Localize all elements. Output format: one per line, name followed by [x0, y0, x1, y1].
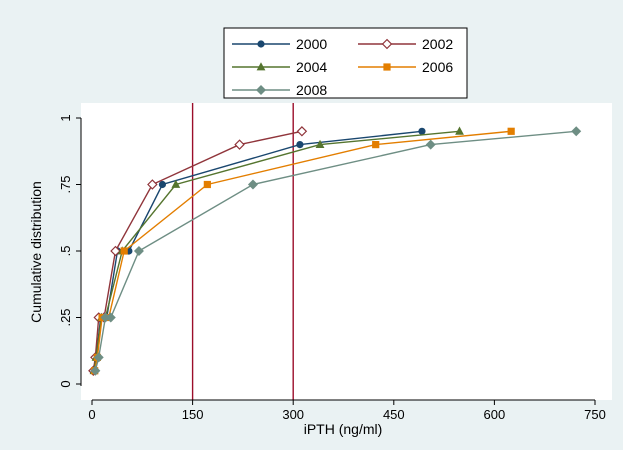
- x-tick-label: 750: [584, 407, 606, 422]
- series-line-2002: [92, 130, 303, 371]
- legend-label: 2002: [422, 36, 453, 52]
- data-point-2002: [110, 245, 121, 257]
- data-point-2008: [93, 352, 104, 363]
- legend: 2000 2002 2004 2006 2008: [223, 27, 468, 99]
- legend-label: 2004: [296, 59, 327, 75]
- legend-marker-2002: [381, 38, 393, 50]
- legend-box: [223, 27, 468, 99]
- legend-label: 2000: [296, 36, 327, 52]
- data-point-2008: [133, 246, 144, 256]
- x-tick-label: 450: [383, 407, 405, 422]
- y-tick-label: 0: [58, 380, 73, 387]
- data-point-2002: [296, 126, 308, 137]
- legend-item-2006: 2006: [358, 59, 453, 75]
- legend-item-2000: 2000: [232, 36, 327, 52]
- series-2008: [90, 126, 582, 376]
- y-tick-label: .5: [58, 246, 73, 257]
- y-tick-label: 1: [58, 114, 73, 121]
- legend-marker-2006: [383, 63, 391, 71]
- y-axis-label: Cumulative distribution: [28, 181, 44, 323]
- y-axis: 0 .25 .5 .75 1: [58, 114, 82, 388]
- y-tick-label: .25: [58, 308, 73, 326]
- x-tick-label: 150: [182, 407, 204, 422]
- legend-item-2004: 2004: [232, 59, 327, 75]
- x-axis-label: iPTH (ng/ml): [304, 421, 383, 437]
- x-axis: 0 150 300 450 600 750: [88, 399, 606, 422]
- series-line-2008: [94, 130, 577, 371]
- data-point-2000: [296, 141, 304, 149]
- data-point-2006: [120, 247, 128, 255]
- data-point-2004: [171, 179, 181, 188]
- series-layer: [88, 126, 582, 376]
- data-point-2008: [100, 312, 111, 323]
- data-point-2006: [372, 141, 380, 149]
- x-tick-label: 300: [282, 407, 304, 422]
- plot-area: [81, 103, 612, 400]
- data-point-2002: [234, 139, 245, 150]
- legend-marker-2004: [256, 62, 266, 71]
- data-point-2008: [425, 139, 436, 150]
- data-point-2008: [571, 126, 582, 137]
- y-tick-label: .75: [58, 175, 73, 193]
- data-point-2002: [147, 179, 158, 190]
- data-point-2008: [90, 365, 101, 376]
- data-point-2004: [315, 139, 325, 148]
- x-tick-label: 0: [88, 407, 95, 422]
- series-line-2004: [93, 130, 460, 371]
- legend-marker-2000: [257, 40, 265, 48]
- x-tick-label: 600: [484, 407, 506, 422]
- series-line-2006: [93, 130, 512, 371]
- data-point-2006: [203, 180, 211, 189]
- legend-label: 2006: [422, 59, 453, 75]
- data-point-2008: [105, 312, 116, 323]
- legend-marker-2008: [256, 85, 266, 95]
- data-point-2000: [158, 180, 167, 189]
- legend-item-2008: 2008: [232, 82, 327, 98]
- data-point-2006: [507, 127, 515, 135]
- data-point-2008: [247, 179, 258, 190]
- data-point-2004: [455, 126, 464, 135]
- data-point-2000: [418, 127, 426, 135]
- legend-label: 2008: [296, 82, 327, 98]
- legend-item-2002: 2002: [358, 36, 453, 52]
